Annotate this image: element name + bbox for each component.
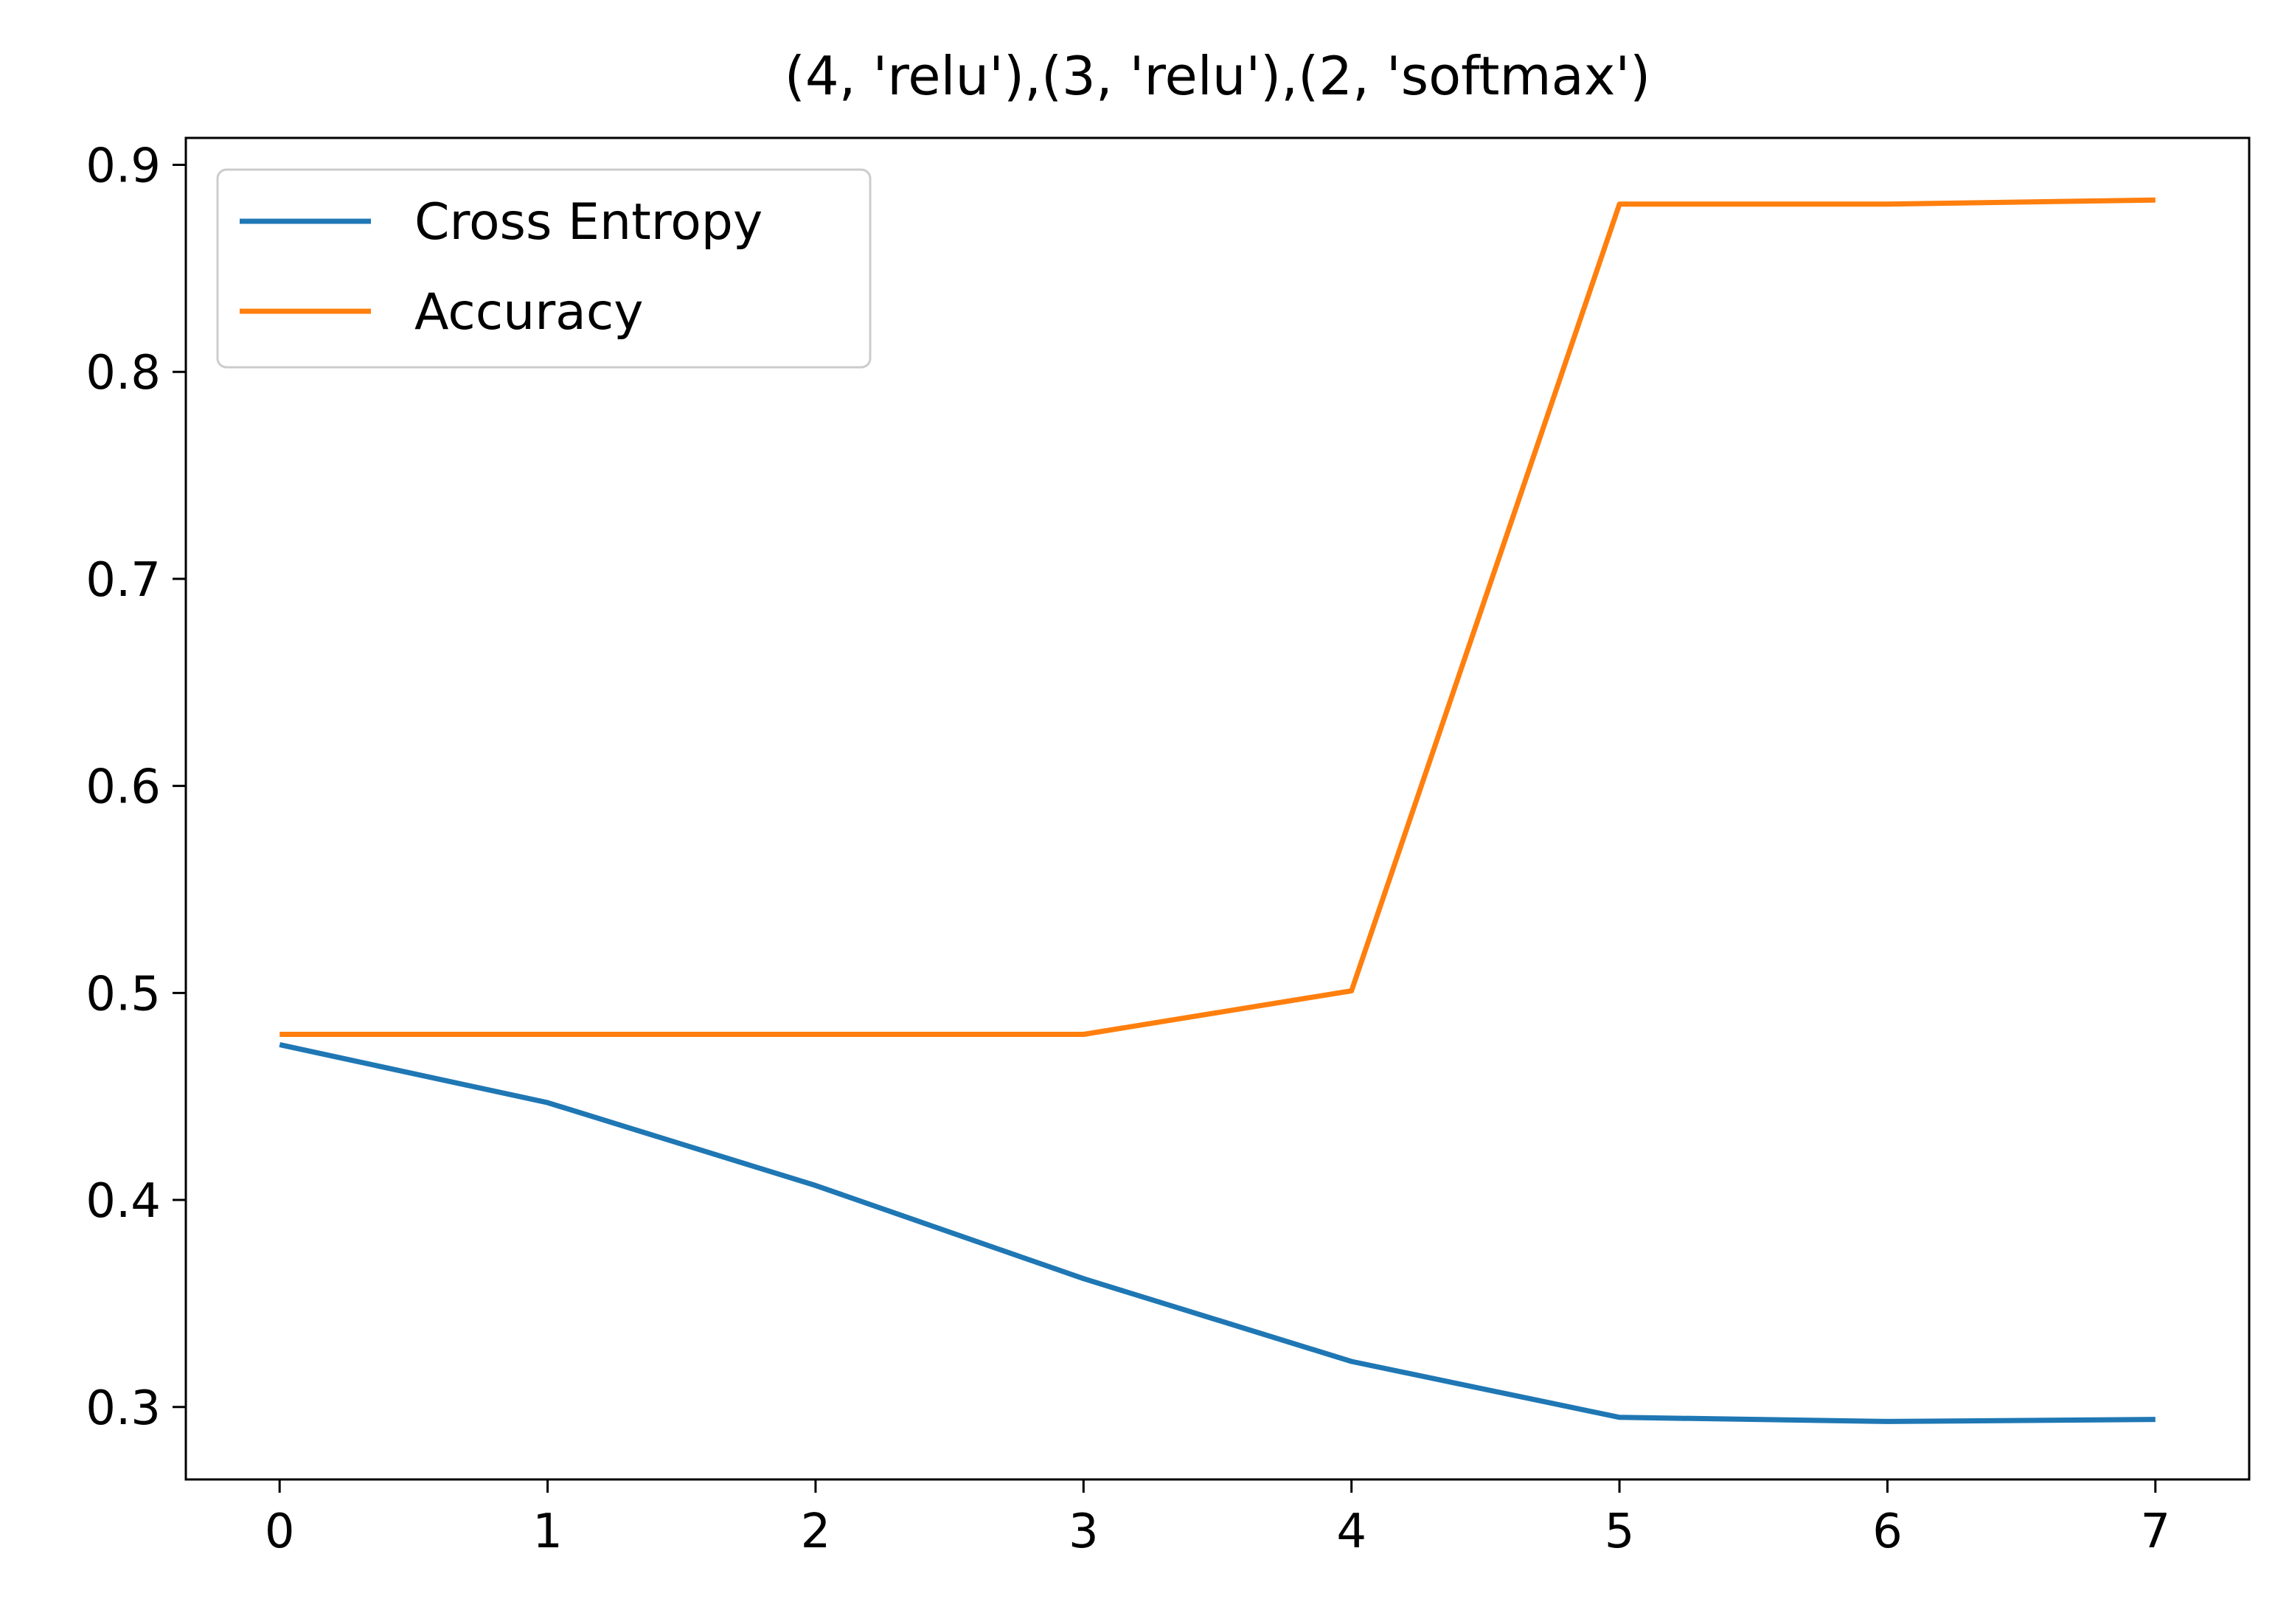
legend: Cross Entropy Accuracy [216,168,872,369]
plot-area-frame [184,136,2251,1481]
legend-label-accuracy: Accuracy [414,283,643,341]
y-axis: 0.3 0.4 0.5 0.6 0.7 0.8 0.9 [86,139,186,1436]
x-tick-label: 2 [801,1505,831,1559]
x-axis: 0 1 2 3 4 5 6 7 [265,1479,2170,1559]
x-tick-label: 0 [265,1505,295,1559]
series-line-cross-entropy [279,1042,2156,1424]
y-tick-label: 0.9 [86,139,161,193]
legend-label-cross-entropy: Cross Entropy [414,193,763,251]
y-tick-label: 0.5 [86,967,161,1021]
y-tick-label: 0.8 [86,346,161,400]
chart-title: (4, 'relu'),(3, 'relu'),(2, 'softmax') [785,45,1650,107]
x-tick-label: 5 [1605,1505,1635,1559]
x-tick-label: 6 [1872,1505,1903,1559]
x-tick-label: 4 [1336,1505,1366,1559]
y-tick-label: 0.6 [86,760,161,815]
x-tick-label: 3 [1069,1505,1099,1559]
y-tick-label: 0.4 [86,1174,161,1229]
y-tick-label: 0.3 [86,1381,161,1436]
x-tick-label: 1 [532,1505,563,1559]
series-line-accuracy [279,197,2156,1037]
x-tick-label: 7 [2140,1505,2170,1559]
legend-box [216,168,872,369]
series-lines [279,197,2156,1424]
y-tick-label: 0.7 [86,553,161,608]
